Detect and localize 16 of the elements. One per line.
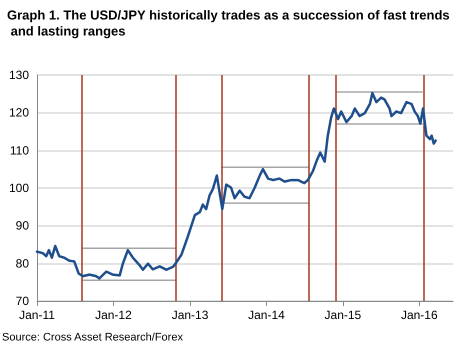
y-tick-label: 90 xyxy=(16,218,30,233)
x-tick-label: Jan-12 xyxy=(95,308,132,322)
y-tick-label: 70 xyxy=(16,294,30,308)
y-tick-label: 130 xyxy=(8,68,30,82)
x-tick-label: Jan-16 xyxy=(400,308,438,322)
y-tick-label: 120 xyxy=(8,106,30,120)
x-tick-label: Jan-14 xyxy=(248,308,286,322)
x-tick-label: Jan-11 xyxy=(19,308,56,322)
line-series xyxy=(36,92,437,280)
x-tick-label: Jan-15 xyxy=(324,308,362,322)
y-tick-label: 110 xyxy=(10,143,30,158)
y-tick-label: 80 xyxy=(16,256,30,270)
source-note: Source: Cross Asset Research/Forex xyxy=(2,332,184,344)
x-tick-label: Jan-13 xyxy=(172,308,209,322)
y-tick-label: 100 xyxy=(8,181,30,195)
chart-title: Graph 1. The USD/JPY historically trades as a succession of fast trends and lasting ranges xyxy=(7,8,450,38)
